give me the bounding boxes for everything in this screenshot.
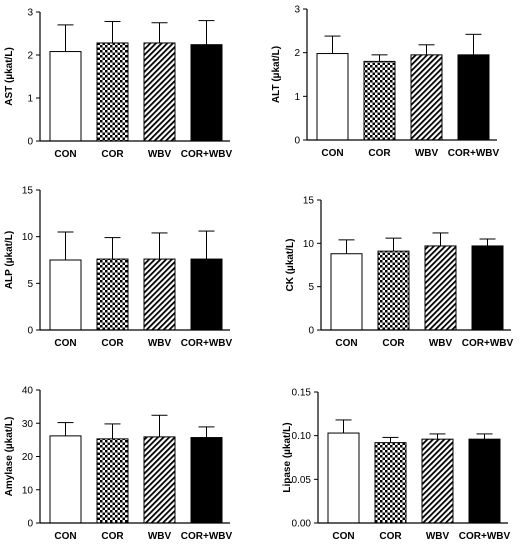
y-tick-label: 5 [27,279,33,290]
y-axis-title: ALT (µkat/L) [271,46,282,103]
category-label: COR [101,338,124,349]
category-label: COR+WBV [181,338,233,349]
bar-wbv [421,438,454,524]
category-label: WBV [426,531,450,542]
chart-panel-3: 0 5 10 15 CK (µkat/L) CON COR WBV COR+WBV [285,196,514,350]
y-axis-title: CK (µkat/L) [285,239,296,292]
bar-cor [377,250,410,331]
y-tick-label: 15 [22,186,34,197]
y-tick-label: 1 [294,92,300,103]
category-label: COR [382,338,405,349]
y-tick-label: 2 [27,51,33,62]
category-label: WBV [415,148,439,159]
y-tick-label: 30 [22,419,34,430]
bar-cor [374,442,407,524]
bar-wbv [143,436,176,524]
y-tick-label: 10 [22,232,34,243]
y-tick-label: 5 [308,282,314,293]
category-label: WBV [148,149,172,160]
category-label: WBV [429,338,453,349]
y-tick-label: 3 [294,5,300,16]
bar-con [330,253,363,331]
bar-con [327,432,360,524]
category-label: CON [321,148,343,159]
chart-panel-2: 0 5 10 15 ALP (µkat/L) CON COR WBV COR+WBV [4,186,233,350]
category-label: COR+WBV [181,531,233,542]
bar-cor [96,258,129,331]
y-axis-title: Amylase (µkat/L) [4,417,15,497]
category-label: COR+WBV [462,338,514,349]
category-label: COR+WBV [448,148,500,159]
category-label: CON [54,531,76,542]
category-label: COR+WBV [459,531,511,542]
bar-cor-wbv [471,245,504,331]
category-label: CON [332,531,354,542]
bar-con [316,53,349,141]
bar-cor-wbv [468,438,501,524]
category-label: WBV [148,338,172,349]
category-label: COR+WBV [181,149,233,160]
bar-cor-wbv [457,54,490,141]
y-tick-label: 0 [27,137,33,148]
bar-con [49,51,82,142]
bar-cor [96,42,129,142]
y-tick-label: 10 [22,485,34,496]
y-tick-label: 0 [294,136,300,147]
chart-panel-5: 0.00 0.05 0.10 0.15 Lipase (µkat/L) CON COR WBV… [282,388,511,543]
bar-wbv [143,258,176,331]
y-axis-title: ALP (µkat/L) [4,231,15,289]
chart-panel-4: 0 10 20 30 40 Amylase (µkat/L) CON COR WBV COR+WB… [4,386,233,543]
y-tick-label: 40 [22,386,34,397]
y-tick-label: 20 [22,452,34,463]
bar-wbv [143,42,176,142]
y-tick-label: 0 [27,519,33,530]
y-tick-label: 2 [294,48,300,59]
bar-cor [363,60,396,141]
y-tick-label: 15 [303,196,315,207]
bar-con [49,259,82,331]
bar-wbv [410,54,443,141]
y-tick-label: 0.10 [292,431,312,442]
y-tick-label: 1 [27,94,33,105]
y-tick-label: 10 [303,239,315,250]
category-label: COR [379,531,402,542]
y-axis-title: AST (µkat/L) [4,47,15,106]
category-label: CON [335,338,357,349]
y-tick-label: 3 [27,8,33,19]
category-label: COR [368,148,391,159]
category-label: COR [101,149,124,160]
y-tick-label: 0.05 [292,475,312,486]
chart-panel-1: 0 1 2 3 ALT (µkat/L) CON COR WBV COR+WBV [271,5,500,160]
bar-con [49,435,82,524]
y-axis-title: Lipase (µkat/L) [282,422,293,492]
y-tick-label: 0 [308,326,314,337]
bar-cor [96,438,129,524]
category-label: COR [101,531,124,542]
bar-cor-wbv [190,44,223,142]
category-label: WBV [148,531,172,542]
y-tick-label: 0.15 [292,388,312,399]
y-tick-label: 0.00 [292,519,312,530]
bar-cor-wbv [190,437,223,524]
category-label: CON [54,149,76,160]
chart-panel-0: 0 1 2 3 AST (µkat/L) CON COR WBV COR+WBV [4,8,233,161]
y-tick-label: 0 [27,326,33,337]
bar-wbv [424,245,457,331]
category-label: CON [54,338,76,349]
bar-cor-wbv [190,258,223,331]
